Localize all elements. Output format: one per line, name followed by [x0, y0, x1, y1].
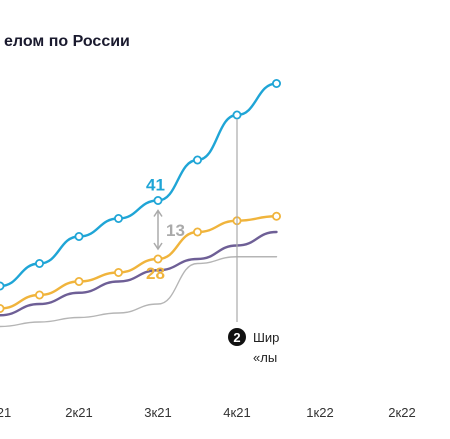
difference-label: 13 — [166, 221, 185, 240]
series-0-point-2 — [74, 231, 84, 241]
series-line-1 — [0, 215, 278, 310]
chart-subtitle: елом по России — [4, 33, 130, 50]
series-1-point-2 — [74, 276, 84, 286]
series-1-point-7 — [271, 211, 281, 221]
series-1-point-4 — [153, 254, 163, 264]
x-tick-label-0: 21 — [0, 405, 11, 420]
series-line-2 — [0, 230, 278, 317]
x-tick-label-2: 3к21 — [144, 405, 171, 420]
series-0-point-7 — [271, 79, 281, 89]
data-label-blue: 41 — [146, 176, 165, 195]
annotation-text-line-1: «лы — [253, 350, 277, 365]
x-tick-label-4: 1к22 — [306, 405, 333, 420]
difference-arrow-head-up — [153, 209, 163, 217]
series-0-point-6 — [232, 110, 242, 120]
series-1-point-3 — [114, 267, 124, 277]
x-tick-label-3: 4к21 — [223, 405, 250, 420]
series-1-point-0 — [0, 304, 5, 313]
series-line-3 — [0, 256, 278, 328]
series-0-point-3 — [114, 213, 124, 223]
annotation-marker-number: 2 — [233, 330, 240, 345]
series-0-point-0 — [0, 281, 5, 291]
series-1-point-1 — [35, 290, 45, 300]
annotation-text-line-0: Шир — [253, 330, 279, 345]
x-tick-label-1: 2к21 — [65, 405, 92, 420]
series-0-point-1 — [35, 258, 45, 268]
series-0-point-4 — [153, 195, 163, 205]
series-0-point-5 — [192, 155, 202, 165]
annotation-marker-circle — [228, 328, 246, 346]
data-label-yellow: 28 — [146, 264, 165, 283]
series-1-point-5 — [192, 227, 202, 237]
x-tick-label-5: 2к22 — [388, 405, 415, 420]
difference-arrow-head-down — [153, 242, 163, 251]
